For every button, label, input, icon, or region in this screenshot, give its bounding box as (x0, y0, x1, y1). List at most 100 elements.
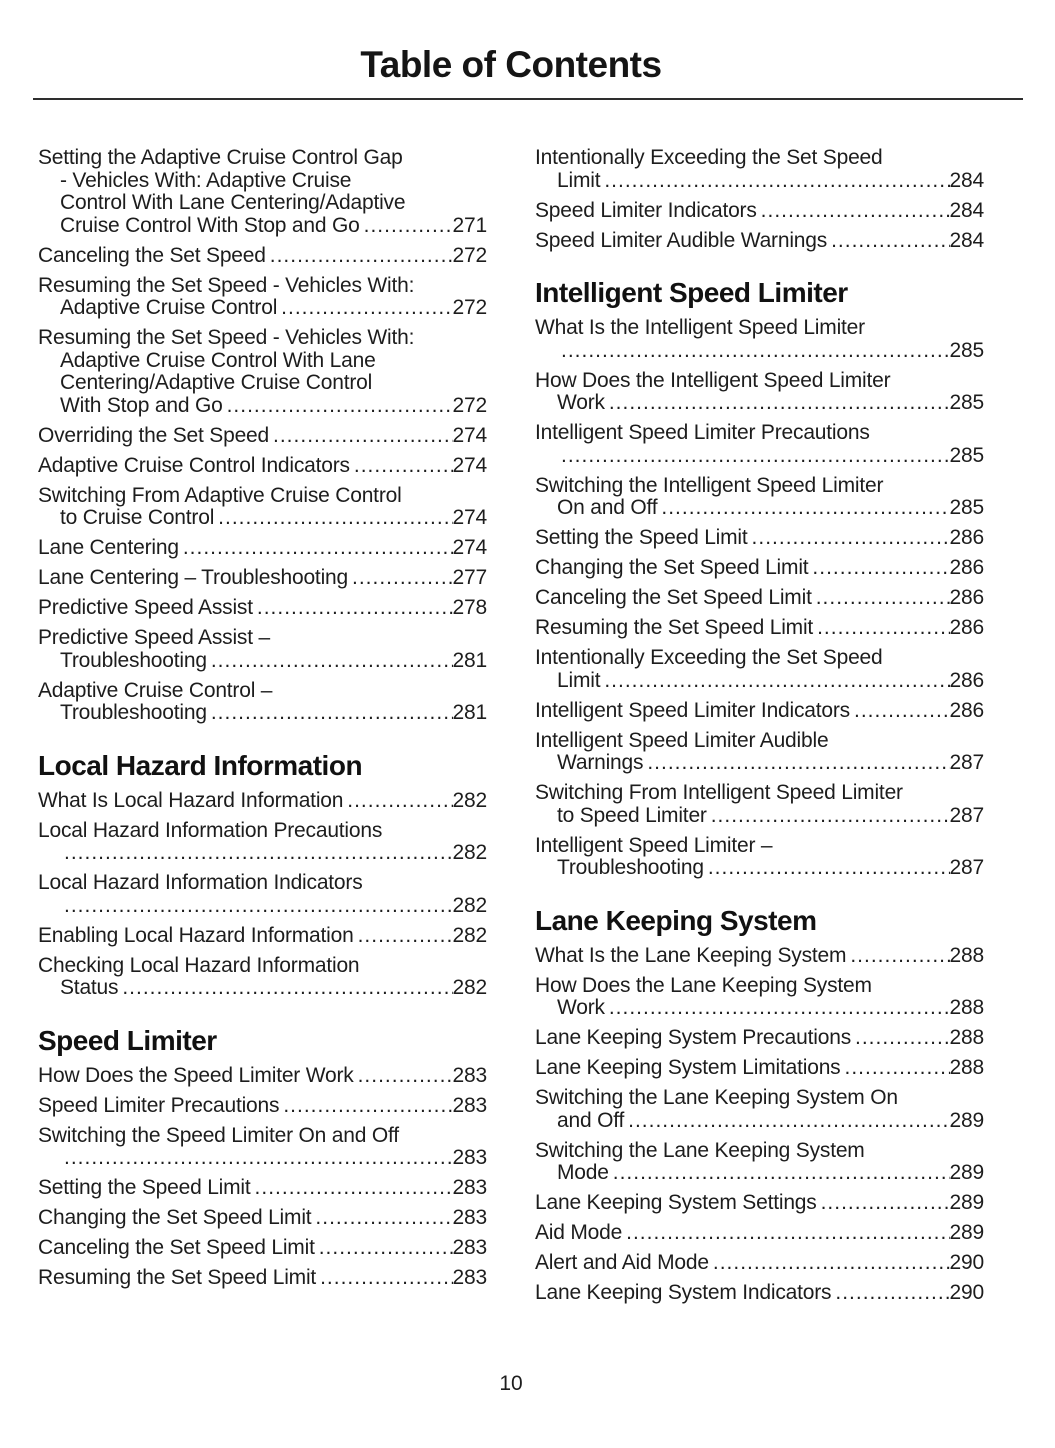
dot-leader (850, 945, 949, 968)
dot-leader (227, 395, 453, 418)
dot-leader (761, 200, 950, 223)
page-number-ref: 288 (949, 943, 985, 967)
toc-entry[interactable]: What Is the Lane Keeping System 288 (535, 943, 985, 968)
toc-entry-text: Setting the Speed Limit (535, 526, 748, 549)
toc-entry[interactable]: Setting the Adaptive Cruise Control Gap -… (38, 146, 488, 238)
toc-entry[interactable]: Lane Keeping System Settings 289 (535, 1191, 984, 1215)
toc-entry-text: Aid Mode (535, 1221, 623, 1244)
toc-entry[interactable]: Predictive Speed Assist – Troubleshooting… (38, 626, 487, 673)
dot-leader (320, 1267, 452, 1290)
toc-entry-line: Cruise Control With Stop and Go 271 (38, 213, 488, 238)
toc-entry[interactable]: Local Hazard Information Indicators 282 (38, 871, 487, 917)
toc-entry[interactable]: Predictive Speed Assist 278 (38, 596, 487, 620)
toc-entry[interactable]: What Is the Intelligent Speed Limiter 285 (535, 316, 984, 363)
dot-leader (613, 1162, 950, 1185)
toc-entry[interactable]: Lane Keeping System Precautions 288 (535, 1026, 984, 1050)
toc-entry[interactable]: Setting the Speed Limit 283 (38, 1176, 487, 1200)
toc-entry[interactable]: Speed Limiter Audible Warnings 284 (535, 229, 984, 253)
toc-entry-text: Lane Keeping System Indicators (535, 1281, 832, 1304)
page-number-ref: 290 (949, 1281, 985, 1304)
toc-entry[interactable]: Lane Centering – Troubleshooting 277 (38, 566, 487, 590)
page-number-ref: 289 (949, 1221, 985, 1244)
toc-entry[interactable]: Aid Mode 289 (535, 1221, 985, 1245)
toc-entry[interactable]: How Does the Speed Limiter Work 283 (38, 1064, 487, 1088)
toc-entry-line: Overriding the Set Speed 274 (38, 424, 487, 448)
toc-entry[interactable]: What Is Local Hazard Information 282 (38, 789, 487, 813)
dot-leader (352, 567, 453, 590)
toc-entry-text: Work (557, 996, 605, 1019)
dot-leader (561, 340, 950, 363)
toc-entry[interactable]: Resuming the Set Speed Limit 283 (38, 1266, 487, 1290)
toc-entry[interactable]: Changing the Set Speed Limit 286 (535, 556, 984, 580)
toc-entry[interactable]: Intelligent Speed Limiter Audible Warning… (535, 728, 985, 775)
toc-entry[interactable]: Overriding the Set Speed 274 (38, 424, 487, 448)
toc-entry-line: How Does the Intelligent Speed Limiter (535, 368, 891, 392)
dot-leader (711, 805, 950, 828)
toc-entry[interactable]: Switching From Intelligent Speed Limiter… (535, 781, 985, 828)
toc-entry-line: Switching From Adaptive Cruise Control (38, 483, 402, 507)
toc-entry[interactable]: How Does the Intelligent Speed Limiter Wo… (535, 368, 984, 415)
toc-entry[interactable]: Switching the Lane Keeping System On and … (535, 1086, 984, 1132)
dot-leader (319, 1237, 453, 1260)
toc-entry-line: Intentionally Exceeding the Set Speed (535, 146, 883, 169)
toc-entry[interactable]: Speed Limiter Precautions 283 (38, 1093, 488, 1118)
dot-leader (183, 537, 453, 560)
toc-entry[interactable]: Enabling Local Hazard Information 282 (38, 924, 487, 948)
toc-entry[interactable]: Canceling the Set Speed Limit 283 (38, 1236, 487, 1260)
toc-entry[interactable]: Intentionally Exceeding the Set Speed Lim… (535, 646, 984, 692)
toc-entry[interactable]: Intentionally Exceeding the Set Speed Lim… (535, 146, 984, 192)
title-divider (33, 98, 1023, 100)
toc-entry[interactable]: Adaptive Cruise Control Indicators 274 (38, 454, 487, 478)
toc-entry-line: What Is Local Hazard Information 282 (38, 789, 487, 813)
dot-leader (255, 1177, 453, 1200)
toc-entry-text: With Stop and Go (60, 393, 223, 417)
dot-leader (211, 650, 453, 673)
toc-entry[interactable]: Setting the Speed Limit 286 (535, 526, 984, 550)
toc-entry[interactable]: Adaptive Cruise Control – Troubleshooting… (38, 679, 487, 725)
toc-entry-text: Troubleshooting (557, 856, 704, 879)
section-heading: Lane Keeping System (535, 904, 817, 936)
page-number-ref: 283 (452, 1093, 488, 1117)
page-number-ref: 287 (949, 751, 985, 774)
toc-entry-line: to Speed Limiter 287 (535, 803, 985, 828)
toc-entry-text: Resuming the Set Speed Limit (535, 616, 814, 639)
toc-entry[interactable]: Switching the Intelligent Speed Limiter O… (535, 474, 985, 520)
toc-entry-line: Enabling Local Hazard Information 282 (38, 924, 487, 948)
dot-leader (661, 497, 949, 520)
toc-entry[interactable]: Lane Centering 274 (38, 536, 487, 560)
dot-leader (609, 997, 950, 1020)
toc-entry[interactable]: Local Hazard Information Precautions 282 (38, 819, 487, 865)
toc-entry[interactable]: Speed Limiter Indicators 284 (535, 198, 985, 223)
toc-entry[interactable]: Lane Keeping System Indicators 290 (535, 1281, 985, 1305)
toc-entry[interactable]: Resuming the Set Speed - Vehicles With: A… (38, 326, 487, 418)
toc-entry[interactable]: Resuming the Set Speed Limit 286 (535, 616, 984, 640)
toc-entry[interactable]: Canceling the Set Speed 272 (38, 244, 487, 268)
toc-entry[interactable]: Intelligent Speed Limiter Precautions 285 (535, 421, 984, 467)
page-number-ref: 271 (452, 213, 488, 237)
toc-entry[interactable]: Resuming the Set Speed - Vehicles With: A… (38, 274, 487, 320)
dot-leader (708, 857, 950, 880)
page-number-ref: 285 (949, 496, 985, 519)
toc-entry[interactable]: Lane Keeping System Limitations 288 (535, 1056, 984, 1080)
toc-entry[interactable]: Changing the Set Speed Limit 283 (38, 1206, 487, 1230)
dot-leader (713, 1252, 950, 1275)
toc-entry-line: Canceling the Set Speed Limit 286 (535, 586, 984, 610)
toc-entry-text: and Off (557, 1108, 625, 1132)
toc-entry[interactable]: Switching the Speed Limiter On and Off 28… (38, 1124, 487, 1170)
toc-entry[interactable]: Switching From Adaptive Cruise Control to… (38, 483, 487, 530)
toc-entry-line: Intelligent Speed Limiter Audible (535, 728, 829, 752)
toc-entry-text: On and Off (557, 496, 658, 519)
page-number-ref: 287 (949, 803, 985, 827)
toc-entry[interactable]: Alert and Aid Mode 290 (535, 1251, 984, 1275)
page-number-ref: 284 (949, 198, 985, 222)
toc-entry[interactable]: Intelligent Speed Limiter – Troubleshooti… (535, 834, 984, 880)
toc-entry-text: Resuming the Set Speed Limit (38, 1266, 317, 1289)
dot-leader (211, 702, 453, 725)
dot-leader (626, 1222, 949, 1245)
toc-entry[interactable]: Canceling the Set Speed Limit 286 (535, 586, 984, 610)
page-title: Table of Contents (360, 44, 662, 85)
toc-entry[interactable]: Intelligent Speed Limiter Indicators 286 (535, 699, 984, 723)
